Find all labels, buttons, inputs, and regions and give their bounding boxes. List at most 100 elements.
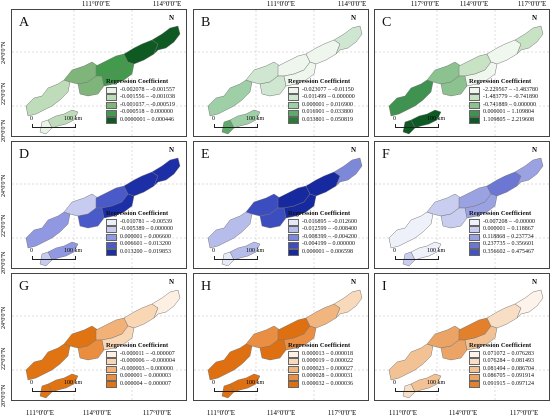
legend-row: -0.000003 – 0.000000: [106, 365, 186, 374]
legend-swatch: [469, 366, 480, 374]
north-arrow-icon: N: [530, 14, 542, 38]
legend-row: -0.011499 – 0.000000: [288, 94, 368, 102]
legend-row: 0.000001 – 1.109804: [469, 109, 549, 117]
lat-label: 20°0'0"N: [1, 119, 7, 142]
map-region: [25, 79, 71, 117]
legend-range: -0.741889 – 0.000000: [483, 101, 536, 108]
legend-row: -0.001037 – -0.000519: [106, 102, 186, 110]
panel-label: E: [201, 147, 210, 162]
map-panel-d: D N Regression Coefficient -0.010781 – -0.0…: [11, 141, 187, 269]
north-letter: N: [532, 14, 538, 22]
lon-label: 117°0'0"E: [142, 409, 172, 417]
legend-range: -0.023077 – -0.01150: [302, 86, 354, 93]
legend-swatch: [106, 218, 117, 226]
scale-zero: 0: [212, 380, 215, 386]
lat-label: 24°0'0"N: [1, 41, 7, 64]
legend-swatch: [288, 373, 299, 381]
map-region: [388, 343, 434, 381]
map-region: [123, 171, 159, 197]
legend-range: 0.000001 – 0.006600: [120, 233, 171, 240]
legend-row: 1.109805 – 2.219608: [469, 117, 549, 125]
north-letter: N: [351, 278, 357, 286]
legend-swatch: [106, 350, 117, 358]
panel-label: G: [19, 279, 30, 294]
legend-swatch: [469, 226, 480, 234]
legend-title: Regression Coefficient: [469, 342, 532, 349]
scale-distance: 100 km: [64, 380, 83, 386]
legend-swatch: [469, 358, 480, 366]
legend-range: -0.002078 – -0.001557: [120, 86, 175, 93]
legend-swatch: [288, 94, 299, 102]
panel-label: A: [19, 15, 30, 30]
scale-zero: 0: [30, 116, 33, 122]
legend-swatch: [106, 117, 117, 125]
north-arrow-icon: N: [349, 146, 361, 170]
legend-swatch: [106, 373, 117, 381]
legend: Regression Coefficient -0.010781 – -0.005…: [106, 210, 186, 257]
legend-swatch: [288, 366, 299, 374]
lon-label: 114°0'0"E: [266, 409, 296, 417]
legend-swatch: [288, 249, 299, 257]
legend-swatch: [288, 117, 299, 125]
legend-range: 0.237735 – 0.356601: [483, 241, 534, 248]
legend-row: -0.007208 – -0.00000: [469, 219, 549, 227]
lat-label: 24°0'0"N: [1, 174, 7, 197]
map-region: [333, 25, 363, 55]
legend-swatch: [106, 358, 117, 366]
scale-zero: 0: [30, 248, 33, 254]
map-region: [151, 289, 181, 319]
legend-swatch: [469, 241, 480, 249]
legend-range: 0.000001 – 0.000003: [120, 373, 171, 380]
legend-swatch: [288, 218, 299, 226]
map-panel-c: C N Regression Coefficient -2.229567 – -1.4…: [374, 9, 550, 137]
lon-label: 114°0'0"E: [152, 0, 182, 8]
legend: Regression Coefficient -0.002078 – -0.001…: [106, 78, 186, 125]
legend-swatch: [288, 350, 299, 358]
scale-zero: 0: [393, 380, 396, 386]
legend-range: -2.229567 – -1.483780: [483, 86, 538, 93]
legend-row: 0.000001 – 0.118867: [469, 226, 549, 234]
scale-bar: 0 100 km: [24, 248, 94, 266]
map-region: [283, 193, 317, 219]
scale-bar: 0 100 km: [24, 380, 94, 398]
legend-row: 0.000028 – 0.000031: [288, 373, 368, 381]
north-arrow-icon: N: [530, 278, 542, 302]
panel-label: I: [382, 279, 387, 294]
map-region: [207, 79, 253, 117]
scale-zero: 0: [393, 248, 396, 254]
legend-row: -0.016895 – -0.012600: [288, 218, 368, 227]
map-region: [207, 343, 253, 381]
legend-title: Regression Coefficient: [106, 210, 169, 217]
legend-swatch: [106, 249, 117, 257]
legend-row: 0.076284 – 0.081493: [469, 358, 549, 366]
legend-range: 0.091915 – 0.097124: [483, 380, 534, 387]
map-region: [101, 193, 135, 219]
legend-row: -0.005389 – 0.000000: [106, 226, 186, 234]
legend-range: 0.356602 – 0.475467: [483, 248, 534, 255]
map-region: [283, 61, 317, 87]
legend-swatch: [106, 102, 117, 110]
lat-label: 22°0'0"N: [1, 214, 7, 237]
scale-bar: 0 100 km: [387, 116, 457, 134]
north-letter: N: [351, 14, 357, 22]
legend-row: 0.000019 – 0.000022: [288, 358, 368, 366]
map-region: [486, 39, 522, 65]
north-letter: N: [169, 14, 175, 22]
legend-range: -1.483779 – -0.741890: [483, 94, 538, 101]
scale-zero: 0: [212, 248, 215, 254]
legend-range: -0.000003 – 0.000000: [120, 365, 173, 372]
legend-range: 0.000001 – 0.016900: [302, 101, 353, 108]
legend-row: 0.237735 – 0.356601: [469, 241, 549, 249]
map-region: [333, 289, 363, 319]
legend-row: 0.016901 – 0.033800: [288, 109, 368, 117]
legend-swatch: [288, 226, 299, 234]
map-region: [333, 157, 363, 187]
legend: Regression Coefficient -0.000011 – -0.000…: [106, 342, 186, 389]
legend-swatch: [288, 86, 299, 94]
scale-distance: 100 km: [246, 248, 265, 254]
legend-title: Regression Coefficient: [469, 210, 532, 217]
lon-label: 117°0'0"E: [410, 0, 440, 8]
legend: Regression Coefficient -0.007208 – -0.000…: [469, 210, 549, 257]
legend-row: 0.091915 – 0.097124: [469, 380, 549, 389]
legend-swatch: [288, 241, 299, 249]
